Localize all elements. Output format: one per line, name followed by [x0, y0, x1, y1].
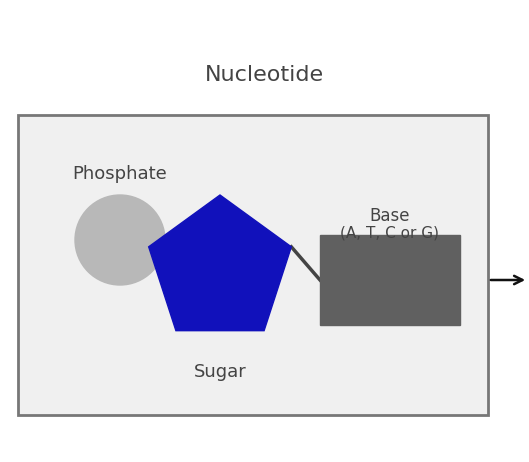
Bar [320, 235, 460, 325]
Text: Sugar: Sugar [194, 363, 247, 381]
Bar [18, 115, 488, 415]
Text: Phosphate: Phosphate [72, 165, 167, 183]
Polygon shape [149, 195, 291, 331]
Text: (A, T, C or G): (A, T, C or G) [341, 226, 440, 241]
Text: Nucleotide: Nucleotide [205, 65, 324, 85]
Text: Base: Base [370, 207, 411, 225]
Circle shape [75, 195, 165, 285]
